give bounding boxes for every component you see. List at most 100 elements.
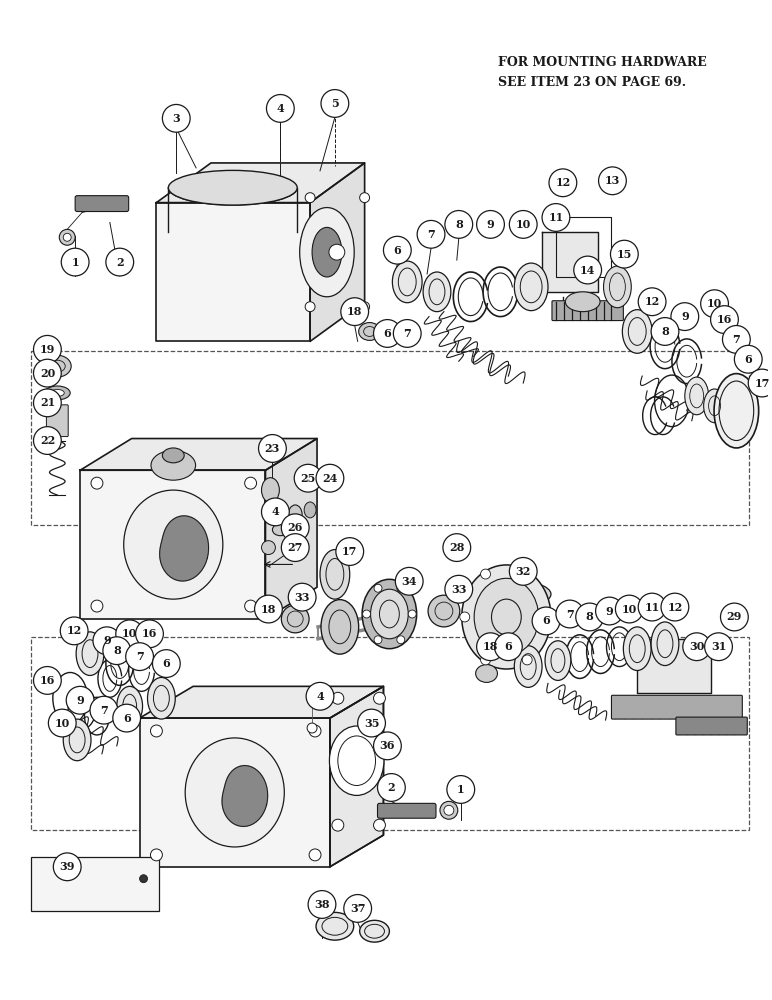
Circle shape <box>543 612 553 622</box>
Ellipse shape <box>514 646 542 687</box>
Circle shape <box>151 725 162 737</box>
Circle shape <box>259 435 286 462</box>
Text: 16: 16 <box>39 675 55 686</box>
Ellipse shape <box>63 719 91 761</box>
Polygon shape <box>330 686 384 867</box>
Text: 34: 34 <box>401 576 417 587</box>
Text: 30: 30 <box>689 641 704 652</box>
Text: 9: 9 <box>103 635 110 646</box>
Circle shape <box>374 636 382 644</box>
Circle shape <box>33 389 61 417</box>
Polygon shape <box>266 439 317 619</box>
Text: 18: 18 <box>347 306 362 317</box>
Circle shape <box>481 655 490 665</box>
Circle shape <box>661 593 689 621</box>
Ellipse shape <box>685 377 709 415</box>
Circle shape <box>374 819 385 831</box>
Ellipse shape <box>288 505 302 525</box>
Text: 12: 12 <box>645 296 660 307</box>
Circle shape <box>723 326 750 353</box>
Text: 15: 15 <box>617 249 632 260</box>
Circle shape <box>332 692 344 704</box>
Circle shape <box>384 236 411 264</box>
Circle shape <box>305 193 315 203</box>
Circle shape <box>705 633 733 661</box>
Text: 9: 9 <box>76 695 84 706</box>
Circle shape <box>522 569 532 579</box>
Circle shape <box>374 732 401 760</box>
Circle shape <box>397 584 405 592</box>
Ellipse shape <box>124 490 223 599</box>
Text: 17: 17 <box>342 546 357 557</box>
Circle shape <box>611 240 638 268</box>
Text: 24: 24 <box>322 473 337 484</box>
Circle shape <box>308 891 336 918</box>
Circle shape <box>476 211 504 238</box>
Circle shape <box>357 709 385 737</box>
Text: 12: 12 <box>667 602 682 613</box>
Text: 17: 17 <box>754 378 770 389</box>
Circle shape <box>336 538 364 565</box>
Text: 9: 9 <box>486 219 494 230</box>
Text: 18: 18 <box>261 604 276 615</box>
Text: 6: 6 <box>123 713 130 724</box>
Circle shape <box>549 169 577 197</box>
Ellipse shape <box>444 805 454 815</box>
Text: 11: 11 <box>548 212 564 223</box>
Ellipse shape <box>43 355 71 377</box>
Polygon shape <box>140 718 330 867</box>
Circle shape <box>417 220 445 248</box>
Ellipse shape <box>392 261 422 303</box>
Ellipse shape <box>320 550 350 599</box>
Circle shape <box>152 650 180 677</box>
Circle shape <box>106 248 134 276</box>
FancyBboxPatch shape <box>552 301 623 321</box>
Circle shape <box>374 584 382 592</box>
Polygon shape <box>157 163 364 203</box>
Circle shape <box>307 723 317 733</box>
Circle shape <box>90 696 118 724</box>
Text: 6: 6 <box>162 658 170 669</box>
Ellipse shape <box>651 622 679 666</box>
Circle shape <box>701 290 729 318</box>
Circle shape <box>445 211 472 238</box>
Text: 21: 21 <box>40 397 55 408</box>
Bar <box>31 637 750 830</box>
Circle shape <box>710 306 738 333</box>
Ellipse shape <box>362 579 417 649</box>
Polygon shape <box>157 203 310 341</box>
Ellipse shape <box>360 920 389 942</box>
Text: 4: 4 <box>316 691 324 702</box>
Circle shape <box>321 90 349 117</box>
Text: 6: 6 <box>384 328 391 339</box>
Ellipse shape <box>312 227 342 277</box>
Circle shape <box>316 464 344 492</box>
Circle shape <box>116 620 144 648</box>
Circle shape <box>556 600 584 628</box>
Ellipse shape <box>162 448 185 463</box>
Circle shape <box>720 603 748 631</box>
Text: 8: 8 <box>455 219 462 230</box>
Text: 8: 8 <box>586 611 594 622</box>
Text: 6: 6 <box>744 354 752 365</box>
Text: 4: 4 <box>272 506 279 517</box>
Text: 1: 1 <box>71 257 79 268</box>
Circle shape <box>262 541 276 555</box>
Circle shape <box>309 849 321 861</box>
Ellipse shape <box>185 738 284 847</box>
Circle shape <box>671 303 699 330</box>
Text: 31: 31 <box>711 641 726 652</box>
Text: 39: 39 <box>59 861 75 872</box>
Circle shape <box>49 709 76 737</box>
Polygon shape <box>80 470 266 619</box>
Circle shape <box>140 875 147 883</box>
Circle shape <box>734 345 762 373</box>
Text: 6: 6 <box>542 615 550 626</box>
Text: 7: 7 <box>566 609 574 620</box>
Circle shape <box>476 633 504 661</box>
Circle shape <box>309 725 321 737</box>
Circle shape <box>481 569 490 579</box>
Circle shape <box>332 819 344 831</box>
Polygon shape <box>637 639 710 693</box>
Ellipse shape <box>300 208 354 297</box>
